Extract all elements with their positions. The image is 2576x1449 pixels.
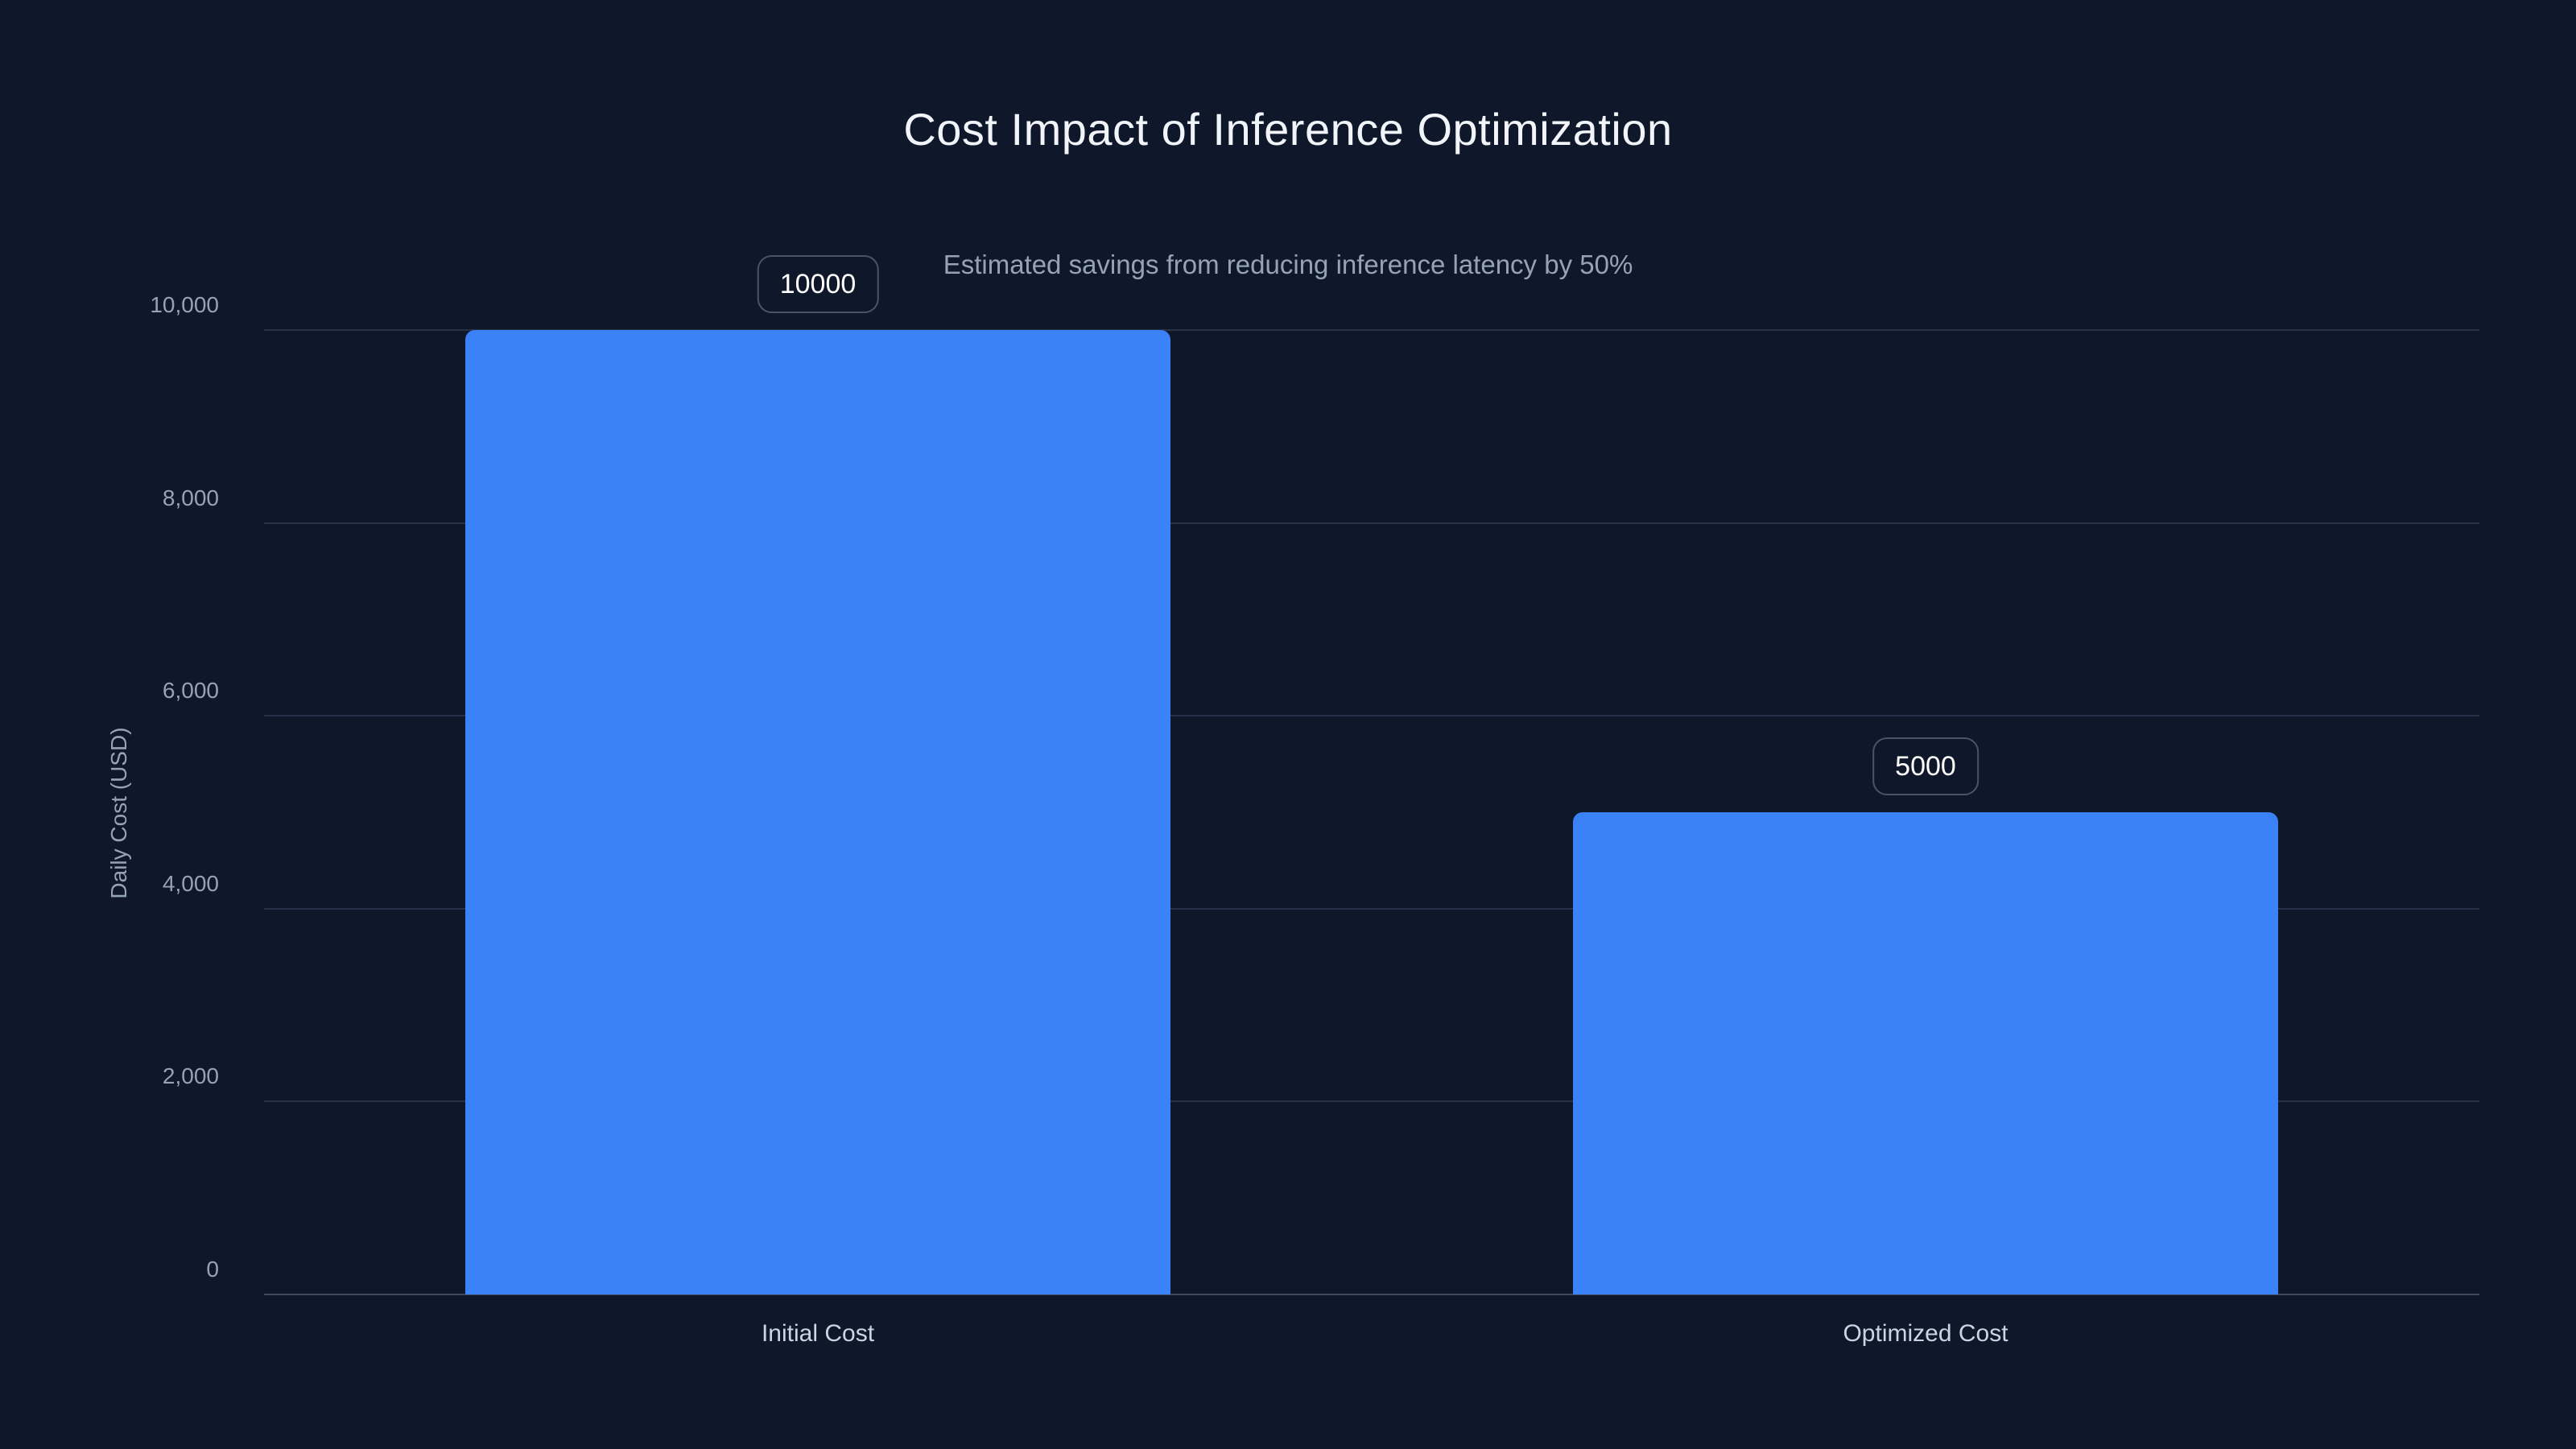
- gridline-y-2000: [264, 1100, 2479, 1103]
- x-label-optimized-cost: Optimized Cost: [1843, 1320, 2008, 1347]
- gridline-y-4000: [264, 907, 2479, 910]
- x-label-initial-cost: Initial Cost: [761, 1320, 875, 1347]
- y-tick-label-10000: 10,000: [150, 292, 219, 317]
- x-category-labels: Initial Cost Optimized Cost: [264, 1320, 2479, 1368]
- y-tick-label-4000: 4,000: [162, 870, 219, 896]
- bar-optimized-cost[interactable]: [1573, 812, 2278, 1294]
- y-axis-title: Daily Cost (USD): [106, 727, 131, 899]
- bar-initial-cost[interactable]: [465, 330, 1170, 1294]
- y-tick-label-8000: 8,000: [162, 485, 219, 510]
- gridline-y-10000: [264, 329, 2479, 331]
- gridline-y-8000: [264, 522, 2479, 524]
- y-tick-label-2000: 2,000: [162, 1063, 219, 1089]
- value-badge-optimized-cost: 5000: [1872, 737, 1979, 795]
- gridline-y-6000: [264, 715, 2479, 717]
- y-tick-label-6000: 6,000: [162, 678, 219, 704]
- chart-subtitle: Estimated savings from reducing inferenc…: [943, 250, 1633, 279]
- gridline-y-0: [264, 1294, 2479, 1295]
- y-tick-label-0: 0: [206, 1257, 219, 1282]
- value-badge-initial-cost: 10000: [757, 255, 879, 313]
- plot-area: 10000 5000: [264, 255, 2479, 1295]
- chart-title: Cost Impact of Inference Optimization: [903, 104, 1673, 155]
